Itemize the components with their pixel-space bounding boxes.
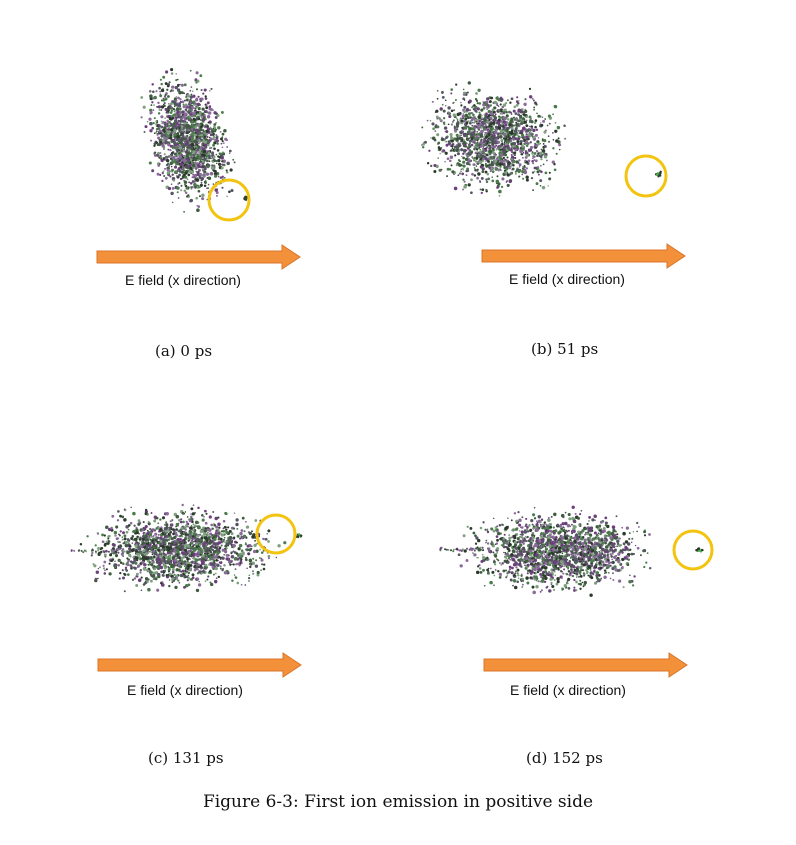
subfigure-caption: (d) 152 ps (526, 749, 603, 767)
subfigure-caption: (c) 131 ps (148, 749, 224, 767)
e-field-arrow-icon (481, 243, 686, 269)
molecular-cluster-b-svg (421, 81, 686, 269)
figure-caption: Figure 6-3: First ion emission in positi… (202, 792, 594, 812)
molecular-cluster-c-svg (70, 503, 303, 678)
e-field-arrow-icon (96, 244, 301, 270)
highlight-circle-icon (624, 154, 668, 198)
e-field-label: E field (x direction) (510, 682, 626, 698)
molecular-cluster-icon (421, 81, 662, 197)
molecular-cluster-icon (70, 503, 303, 593)
e-field-label: E field (x direction) (125, 272, 241, 288)
subfigure-caption: (b) 51 ps (531, 340, 599, 358)
molecular-cluster-a-svg (96, 68, 301, 270)
e-field-arrow-icon (483, 652, 688, 678)
molecular-cluster-icon (140, 68, 250, 213)
subfigure-d: E field (x direction) (d) 152 ps (398, 400, 796, 790)
subfigure-c: E field (x direction) (c) 131 ps (0, 400, 398, 790)
subfigure-a: E field (x direction) (a) 0 ps (0, 0, 398, 400)
subfigure-caption: (a) 0 ps (155, 342, 213, 360)
molecular-cluster-icon (439, 505, 704, 597)
highlight-circle-icon (255, 513, 297, 555)
highlight-circle-icon (207, 178, 251, 222)
highlight-circle-icon (672, 529, 714, 571)
molecular-cluster-d-svg (439, 505, 714, 678)
e-field-arrow-icon (97, 652, 302, 678)
subfigure-b: E field (x direction) (b) 51 ps (398, 0, 796, 400)
e-field-label: E field (x direction) (127, 682, 243, 698)
e-field-label: E field (x direction) (509, 271, 625, 287)
